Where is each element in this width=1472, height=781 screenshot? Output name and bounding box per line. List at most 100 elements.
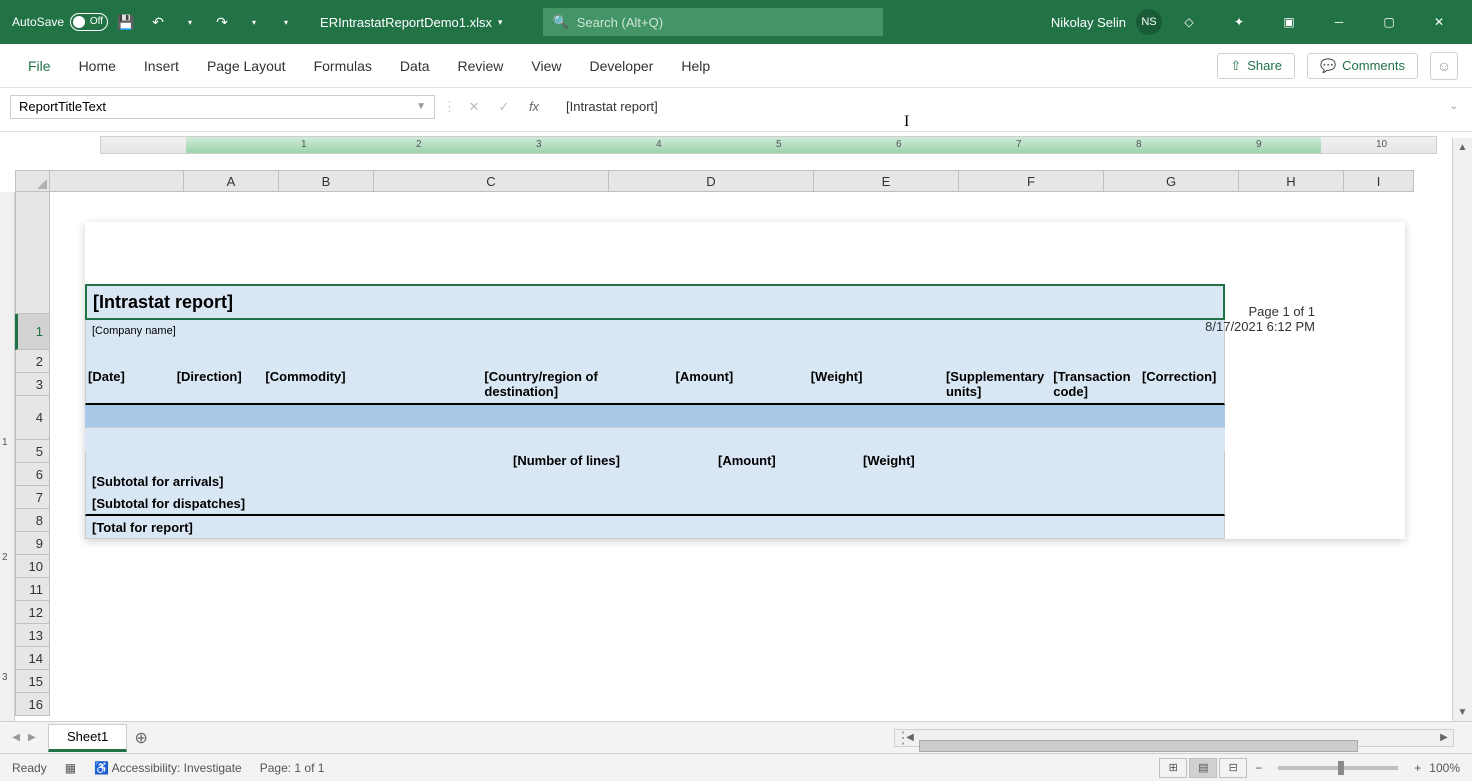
col-header-C[interactable]: C <box>374 170 609 192</box>
comments-button[interactable]: 💬Comments <box>1307 53 1418 79</box>
next-sheet-icon[interactable]: ▶ <box>28 732 36 743</box>
qat-customize-icon[interactable]: ▾ <box>272 8 300 36</box>
row-header-14[interactable]: 14 <box>15 647 50 670</box>
tab-help[interactable]: Help <box>667 44 724 87</box>
subtotal-arrivals-row[interactable]: [Subtotal for arrivals] <box>85 470 1225 493</box>
ribbon-display-icon[interactable]: ▣ <box>1266 6 1312 38</box>
col-header-B[interactable]: B <box>279 170 374 192</box>
undo-dropdown-icon[interactable]: ▾ <box>176 8 204 36</box>
formula-input[interactable]: [Intrastat report] I <box>554 95 1442 119</box>
row-header-13[interactable]: 13 <box>15 624 50 647</box>
fx-icon[interactable]: fx <box>522 99 546 114</box>
add-sheet-button[interactable]: ⊕ <box>127 728 155 748</box>
scroll-right-icon[interactable]: ▶ <box>1435 732 1453 743</box>
tab-insert[interactable]: Insert <box>130 44 193 87</box>
accessibility-status[interactable]: ♿ Accessibility: Investigate <box>94 761 242 775</box>
row-header-6[interactable]: 6 <box>15 463 50 486</box>
cancel-formula-icon[interactable]: ✕ <box>462 99 486 115</box>
col-header-E[interactable]: E <box>814 170 959 192</box>
row-header-7[interactable]: 7 <box>15 486 50 509</box>
select-all-corner[interactable] <box>15 170 50 192</box>
col-header-H[interactable]: H <box>1239 170 1344 192</box>
row-header-4[interactable]: 4 <box>15 396 50 440</box>
save-icon[interactable]: 💾 <box>112 8 140 36</box>
summary-header-row[interactable]: [Number of lines] [Amount] [Weight] <box>85 451 1225 470</box>
col-header-F[interactable]: F <box>959 170 1104 192</box>
name-box[interactable]: ReportTitleText ▼ <box>10 95 435 119</box>
row-header-11[interactable]: 11 <box>15 578 50 601</box>
tab-page-layout[interactable]: Page Layout <box>193 44 300 87</box>
data-row-5[interactable] <box>85 405 1225 428</box>
formula-expand-icon[interactable]: ⌄ <box>1450 101 1458 112</box>
col-header-I[interactable]: I <box>1344 170 1414 192</box>
filename-dropdown-icon[interactable]: ▾ <box>498 17 503 28</box>
minimize-button[interactable]: ─ <box>1316 6 1362 38</box>
col-header-D[interactable]: D <box>609 170 814 192</box>
user-name[interactable]: Nikolay Selin <box>1051 15 1126 30</box>
tab-developer[interactable]: Developer <box>576 44 668 87</box>
row-header-5[interactable]: 5 <box>15 440 50 463</box>
total-row[interactable]: [Total for report] <box>85 516 1225 539</box>
hdr-amount: [Amount] <box>673 365 808 403</box>
sheet-nav[interactable]: ◀▶ <box>0 732 48 743</box>
sheet-tab-sheet1[interactable]: Sheet1 <box>48 724 127 752</box>
vertical-ruler[interactable]: 1 2 3 <box>0 192 15 721</box>
zoom-out-button[interactable]: − <box>1255 761 1262 775</box>
tab-file[interactable]: File <box>14 44 65 87</box>
tab-view[interactable]: View <box>517 44 575 87</box>
row-header-10[interactable]: 10 <box>15 555 50 578</box>
row-header-15[interactable]: 15 <box>15 670 50 693</box>
tab-formulas[interactable]: Formulas <box>300 44 386 87</box>
horizontal-ruler[interactable]: 1 2 3 4 5 6 7 8 9 10 <box>100 136 1437 154</box>
search-box[interactable]: 🔍 Search (Alt+Q) <box>543 8 883 36</box>
row-header-2[interactable]: 2 <box>15 350 50 373</box>
scroll-up-icon[interactable]: ▲ <box>1453 138 1472 156</box>
share-button[interactable]: ⇧Share <box>1217 53 1295 79</box>
subtotal-dispatches-row[interactable]: [Subtotal for dispatches] <box>85 493 1225 516</box>
column-header-row[interactable]: [Date] [Direction] [Commodity] [Country/… <box>85 365 1225 405</box>
autosave-toggle[interactable]: AutoSave Off <box>12 13 108 31</box>
tab-home[interactable]: Home <box>65 44 130 87</box>
redo-icon[interactable]: ↷ <box>208 8 236 36</box>
data-row-6[interactable] <box>85 428 1225 451</box>
report-title-cell[interactable]: [Intrastat report] <box>85 284 1225 320</box>
undo-icon[interactable]: ↶ <box>144 8 172 36</box>
document-title[interactable]: ERIntrastatReportDemo1.xlsx ▾ <box>320 15 502 30</box>
enter-formula-icon[interactable]: ✓ <box>492 99 516 115</box>
row-header-3[interactable]: 3 <box>15 373 50 396</box>
scroll-down-icon[interactable]: ▼ <box>1453 703 1472 721</box>
macro-record-icon[interactable]: ▦ <box>65 761 76 775</box>
row-header-12[interactable]: 12 <box>15 601 50 624</box>
scroll-left-icon[interactable]: ◀ <box>901 732 919 743</box>
blank-row-3[interactable] <box>85 342 1225 365</box>
page-layout-view-button[interactable]: ▤ <box>1189 758 1217 778</box>
col-header-G[interactable]: G <box>1104 170 1239 192</box>
row-header-16[interactable]: 16 <box>15 693 50 716</box>
tab-review[interactable]: Review <box>444 44 518 87</box>
diamond-icon[interactable]: ◇ <box>1166 6 1212 38</box>
feedback-icon[interactable]: ☺ <box>1430 52 1458 80</box>
zoom-in-button[interactable]: + <box>1414 761 1421 775</box>
zoom-level[interactable]: 100% <box>1429 761 1460 775</box>
vertical-scrollbar[interactable]: ▲ ▼ <box>1452 138 1472 721</box>
tab-data[interactable]: Data <box>386 44 444 87</box>
horizontal-scrollbar[interactable]: ⋮ ◀ ▶ <box>894 729 1454 747</box>
close-button[interactable]: ✕ <box>1416 6 1462 38</box>
prev-sheet-icon[interactable]: ◀ <box>12 732 20 743</box>
redo-dropdown-icon[interactable]: ▾ <box>240 8 268 36</box>
zoom-slider[interactable] <box>1278 766 1398 770</box>
page-break-view-button[interactable]: ⊟ <box>1219 758 1247 778</box>
company-name-cell[interactable]: [Company name] <box>85 320 1225 342</box>
row-header-9[interactable]: 9 <box>15 532 50 555</box>
col-header-A[interactable]: A <box>184 170 279 192</box>
name-box-dropdown-icon[interactable]: ▼ <box>416 101 426 112</box>
page-area[interactable]: Page 1 of 1 8/17/2021 6:12 PM [Intrastat… <box>50 192 1452 721</box>
autosave-switch[interactable]: Off <box>70 13 108 31</box>
row-header-1[interactable]: 1 <box>15 314 50 350</box>
normal-view-button[interactable]: ⊞ <box>1159 758 1187 778</box>
maximize-button[interactable]: ▢ <box>1366 6 1412 38</box>
row-header-8[interactable]: 8 <box>15 509 50 532</box>
hscroll-thumb[interactable] <box>919 740 1358 752</box>
user-avatar[interactable]: NS <box>1136 9 1162 35</box>
coming-soon-icon[interactable]: ✦ <box>1216 6 1262 38</box>
